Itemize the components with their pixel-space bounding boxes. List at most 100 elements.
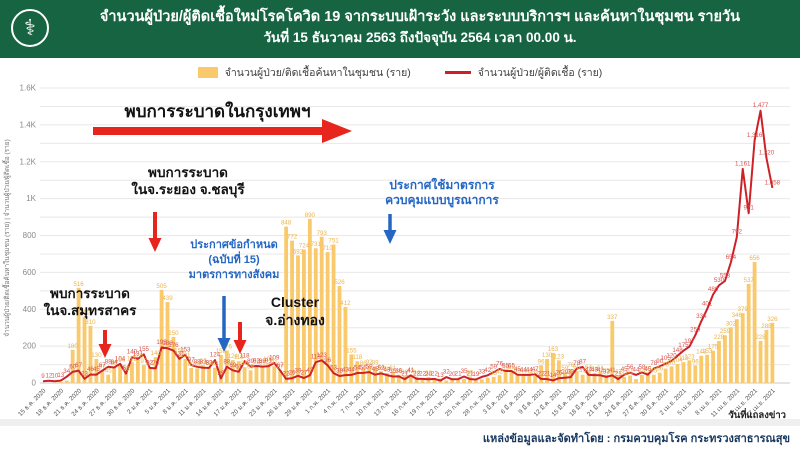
bar[interactable] [325, 252, 330, 383]
bar[interactable] [586, 371, 591, 383]
bar[interactable] [106, 374, 111, 383]
bar[interactable] [723, 335, 727, 383]
bar[interactable] [485, 377, 490, 383]
bar[interactable] [545, 359, 549, 383]
bar[interactable] [135, 359, 140, 383]
bar[interactable] [94, 359, 99, 383]
bar[interactable] [740, 313, 745, 383]
bar[interactable] [76, 287, 81, 383]
bar[interactable] [450, 378, 455, 383]
bar[interactable] [473, 379, 478, 383]
bar[interactable] [290, 240, 294, 383]
bar[interactable] [159, 289, 164, 383]
bar[interactable] [112, 366, 117, 383]
bar[interactable] [88, 325, 93, 383]
bar[interactable] [272, 366, 277, 383]
bar[interactable] [254, 366, 259, 383]
bar[interactable] [669, 366, 674, 383]
bar[interactable] [592, 373, 597, 383]
bar[interactable] [580, 374, 585, 383]
bar[interactable] [165, 302, 170, 383]
bar[interactable] [456, 379, 460, 383]
bar[interactable] [663, 368, 668, 383]
bar[interactable] [153, 357, 158, 383]
bar[interactable] [681, 362, 686, 383]
bar[interactable] [64, 380, 69, 383]
bar[interactable] [557, 360, 561, 383]
legend-item-confirmed[interactable]: จำนวนผู้ป่วย/ผู้ติดเชื้อ (ราย) [444, 64, 602, 81]
bar[interactable] [319, 236, 324, 383]
bar[interactable] [213, 367, 217, 383]
bar[interactable] [432, 378, 437, 383]
bar[interactable] [509, 371, 514, 383]
bar[interactable] [195, 368, 200, 383]
bar[interactable] [734, 319, 739, 383]
bar[interactable] [610, 320, 615, 383]
bar[interactable] [141, 365, 146, 383]
bar[interactable] [604, 374, 609, 383]
bar[interactable] [687, 360, 692, 383]
bar[interactable] [699, 355, 704, 383]
legend-item-community[interactable]: จำนวนผู้ป่วย/ติดเชื้อค้นหาในชุมชน (ราย) [197, 64, 411, 81]
bar[interactable] [219, 354, 223, 383]
bar[interactable] [124, 372, 128, 383]
line-confirmed-series[interactable] [42, 109, 774, 383]
bar[interactable] [307, 218, 312, 383]
bar[interactable] [717, 340, 721, 383]
bar[interactable] [651, 374, 656, 383]
bar[interactable] [675, 363, 680, 383]
bar[interactable] [408, 375, 413, 383]
bar[interactable] [379, 371, 383, 383]
bar[interactable] [343, 307, 348, 383]
bar[interactable] [503, 372, 508, 383]
bar[interactable] [242, 367, 247, 383]
bar[interactable] [527, 375, 532, 383]
bar[interactable] [497, 375, 502, 383]
bar[interactable] [634, 379, 638, 383]
bar[interactable] [58, 382, 63, 383]
bar[interactable] [746, 283, 751, 383]
bar[interactable] [645, 372, 650, 383]
bar[interactable] [201, 365, 206, 383]
bar[interactable] [266, 362, 271, 383]
bar[interactable] [693, 365, 698, 383]
bar[interactable] [752, 262, 757, 383]
bar[interactable] [337, 286, 342, 383]
bar[interactable] [622, 376, 627, 383]
bar[interactable] [278, 370, 283, 383]
bar[interactable] [533, 375, 538, 383]
bar[interactable] [177, 354, 182, 383]
bar[interactable] [758, 340, 763, 383]
bar[interactable] [539, 365, 544, 383]
bar[interactable] [728, 327, 733, 383]
bar[interactable] [248, 370, 253, 383]
bar[interactable] [657, 372, 662, 383]
bar[interactable] [770, 322, 775, 383]
bar[interactable] [385, 373, 389, 383]
bar[interactable] [515, 374, 520, 383]
bar[interactable] [130, 362, 134, 383]
bar[interactable] [574, 371, 579, 383]
bar[interactable] [491, 376, 496, 383]
bar[interactable] [367, 366, 372, 383]
bar[interactable] [313, 248, 318, 383]
bar[interactable] [479, 379, 484, 383]
bar[interactable] [349, 354, 354, 383]
bar[interactable] [420, 379, 425, 383]
bar[interactable] [628, 375, 632, 383]
bar[interactable] [183, 358, 188, 383]
bars-community-series[interactable] [52, 218, 775, 383]
bar[interactable] [260, 366, 265, 383]
bar[interactable] [640, 374, 644, 383]
bar[interactable] [764, 329, 769, 383]
bar[interactable] [207, 366, 211, 383]
bar[interactable] [444, 380, 449, 383]
bar[interactable] [230, 360, 235, 383]
bar[interactable] [598, 371, 603, 383]
bar[interactable] [147, 367, 152, 383]
bar[interactable] [361, 367, 366, 383]
bar[interactable] [284, 226, 289, 383]
bar[interactable] [70, 349, 75, 383]
bar[interactable] [296, 255, 300, 383]
